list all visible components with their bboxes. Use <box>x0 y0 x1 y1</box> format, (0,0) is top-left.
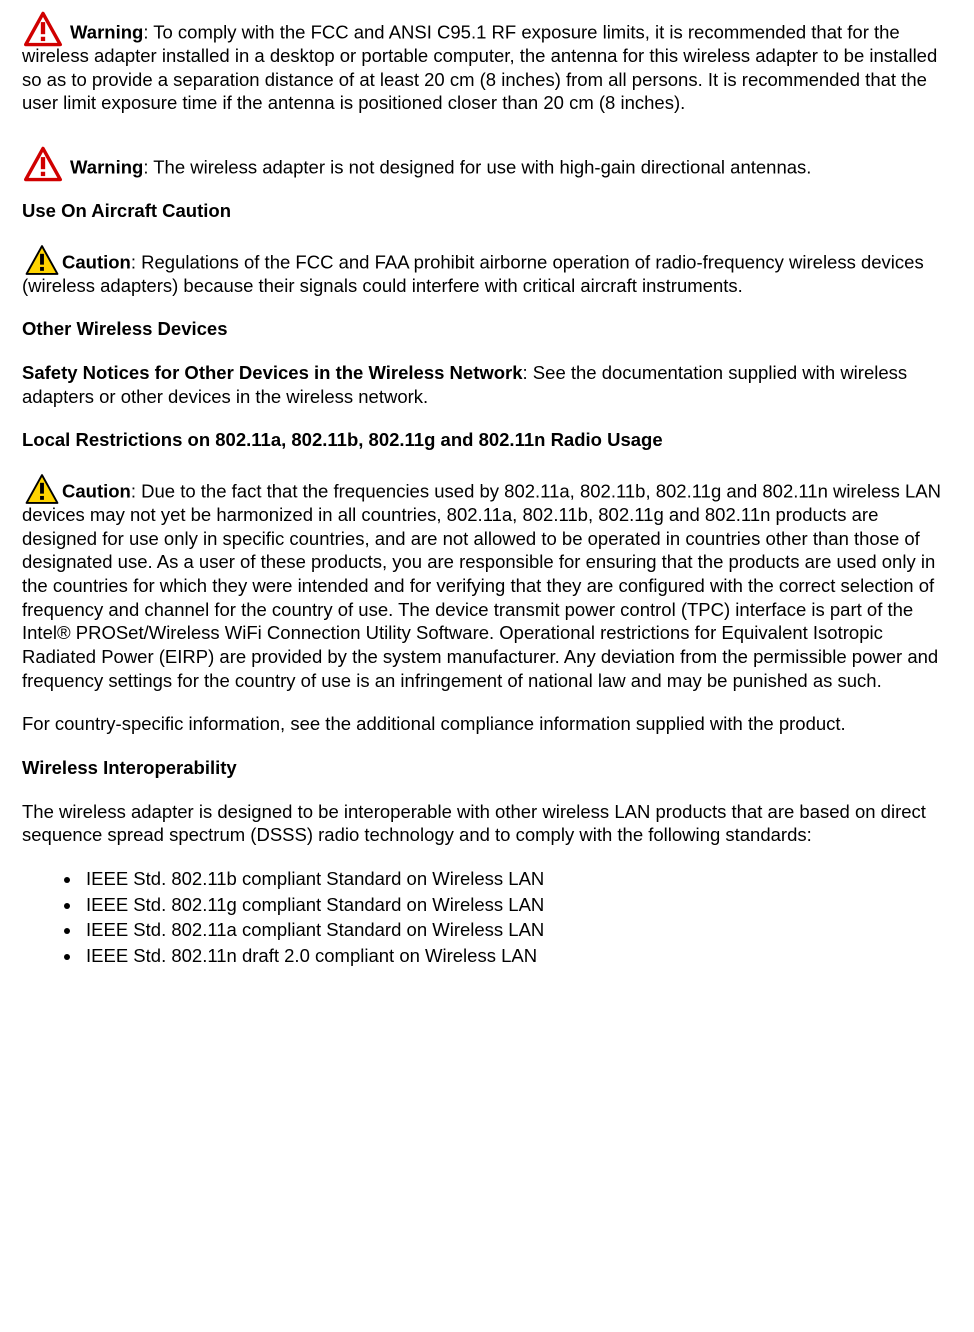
caution-text: : Regulations of the FCC and FAA prohibi… <box>22 251 924 296</box>
caution-text: : Due to the fact that the frequencies u… <box>22 480 941 690</box>
heading-interoperability: Wireless Interoperability <box>22 756 952 780</box>
list-item: IEEE Std. 802.11b compliant Standard on … <box>82 867 952 891</box>
caution-icon <box>22 243 62 277</box>
warning-icon <box>22 145 64 183</box>
caution-paragraph-aircraft: Caution: Regulations of the FCC and FAA … <box>22 243 952 298</box>
warning-label: Warning <box>70 21 143 42</box>
safety-notices-label: Safety Notices for Other Devices in the … <box>22 362 523 383</box>
warning-paragraph-2: Warning: The wireless adapter is not des… <box>22 145 952 179</box>
caution-icon <box>22 472 62 506</box>
country-info-paragraph: For country-specific information, see th… <box>22 712 952 736</box>
interoperability-paragraph: The wireless adapter is designed to be i… <box>22 800 952 847</box>
heading-other-devices: Other Wireless Devices <box>22 317 952 341</box>
heading-aircraft-caution: Use On Aircraft Caution <box>22 199 952 223</box>
warning-text: : To comply with the FCC and ANSI C95.1 … <box>22 21 937 113</box>
caution-paragraph-restrictions: Caution: Due to the fact that the freque… <box>22 472 952 692</box>
list-item: IEEE Std. 802.11a compliant Standard on … <box>82 918 952 942</box>
warning-icon <box>22 10 64 48</box>
warning-text: : The wireless adapter is not designed f… <box>143 156 811 177</box>
safety-notices-paragraph: Safety Notices for Other Devices in the … <box>22 361 952 408</box>
warning-paragraph-1: Warning: To comply with the FCC and ANSI… <box>22 10 952 115</box>
caution-label: Caution <box>62 251 131 272</box>
list-item: IEEE Std. 802.11g compliant Standard on … <box>82 893 952 917</box>
standards-list: IEEE Std. 802.11b compliant Standard on … <box>22 867 952 968</box>
list-item: IEEE Std. 802.11n draft 2.0 compliant on… <box>82 944 952 968</box>
warning-label: Warning <box>70 156 143 177</box>
caution-label: Caution <box>62 480 131 501</box>
heading-local-restrictions: Local Restrictions on 802.11a, 802.11b, … <box>22 428 952 452</box>
